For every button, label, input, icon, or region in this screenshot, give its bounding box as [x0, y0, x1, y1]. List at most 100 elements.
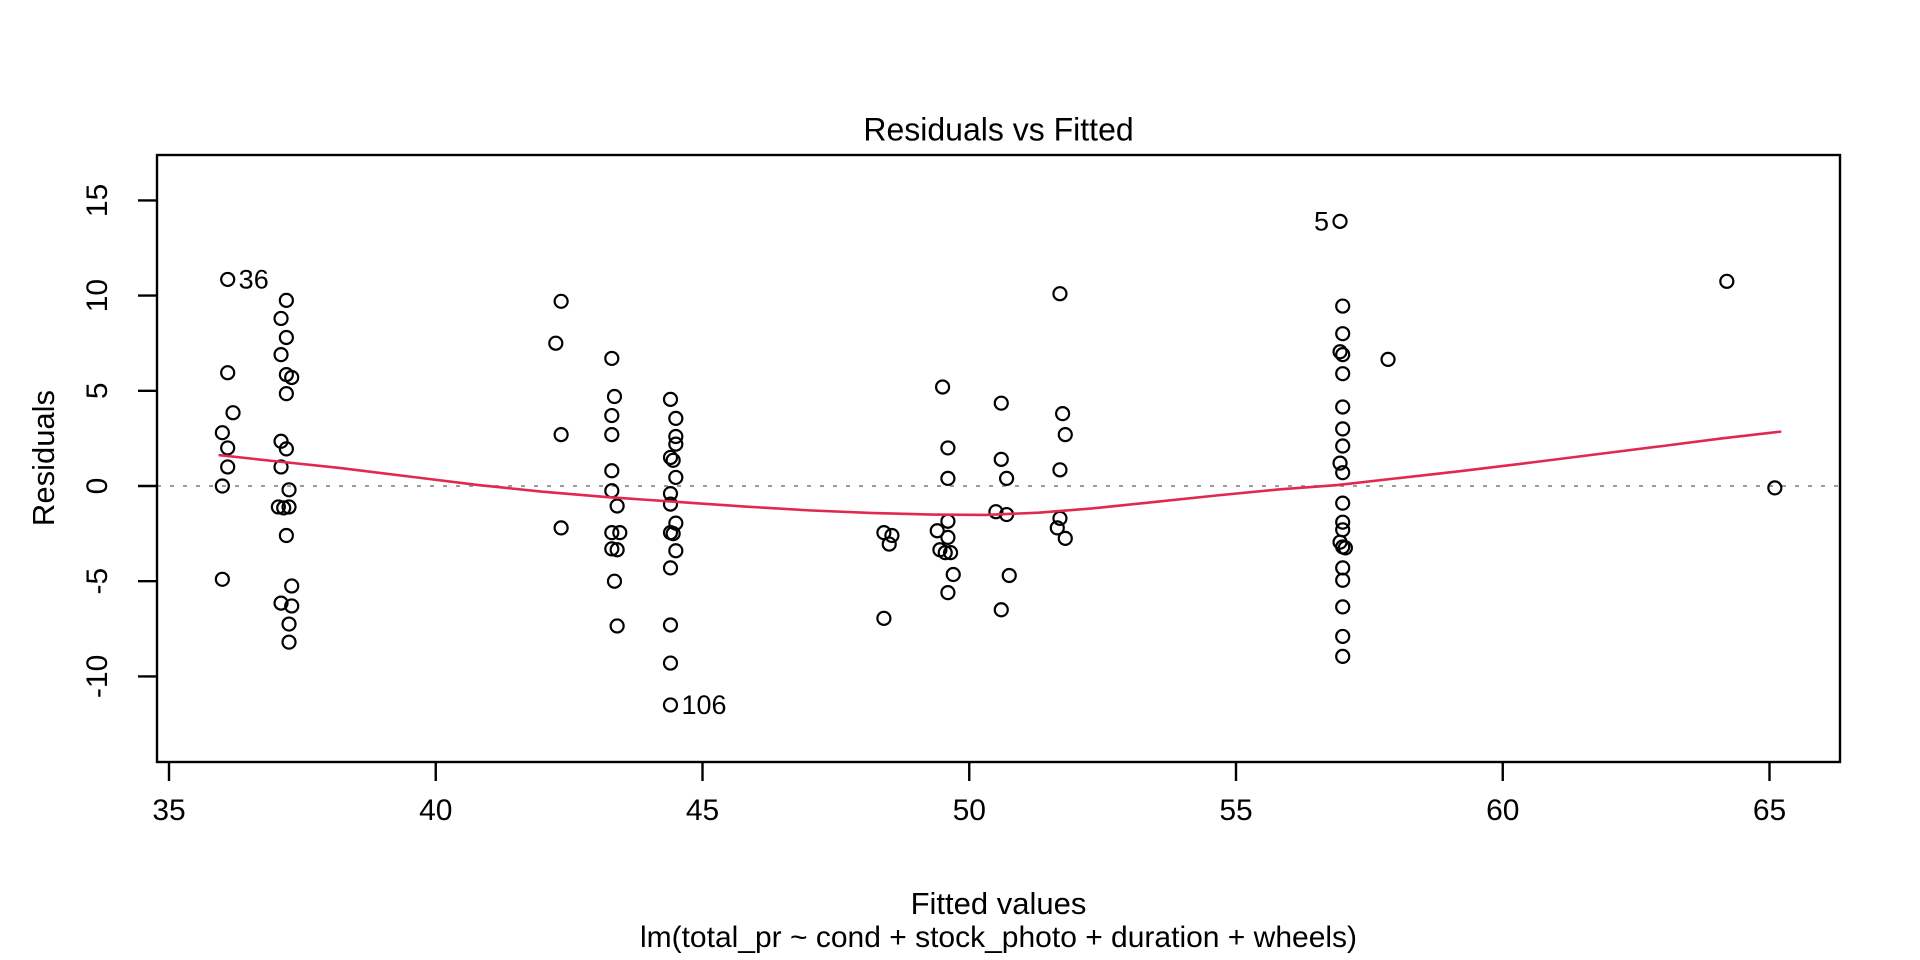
data-point	[1767, 480, 1783, 496]
data-point	[1332, 455, 1348, 471]
data-point	[668, 410, 684, 427]
data-point	[876, 610, 892, 626]
data-point	[612, 525, 628, 541]
data-point	[662, 496, 679, 512]
data-point	[553, 293, 569, 309]
data-point	[1335, 326, 1351, 342]
data-point	[1052, 286, 1068, 302]
y-axis-tick-label: 10	[81, 279, 114, 312]
data-point	[662, 617, 679, 633]
y-axis-tick-label: 15	[81, 184, 114, 217]
y-axis-tick-label: -10	[81, 655, 114, 698]
data-point	[940, 585, 956, 601]
data-point	[220, 365, 236, 381]
data-point	[281, 499, 297, 515]
data-point	[214, 571, 230, 587]
data-point	[604, 541, 620, 557]
data-point	[1335, 522, 1351, 538]
data-point	[929, 523, 945, 539]
data-point	[220, 271, 236, 288]
data-point	[1719, 273, 1735, 289]
data-point	[604, 426, 620, 443]
x-axis-tick-label: 40	[419, 794, 452, 827]
data-point	[881, 536, 897, 552]
data-point	[1335, 560, 1351, 576]
data-point	[281, 634, 297, 650]
data-point	[998, 470, 1015, 486]
data-point	[604, 350, 620, 367]
data-point	[606, 388, 623, 405]
data-point	[604, 463, 620, 479]
data-point	[606, 573, 623, 589]
data-point	[662, 697, 679, 713]
x-axis-label: Fitted values	[910, 886, 1087, 921]
data-point	[1335, 648, 1351, 665]
data-point	[1335, 599, 1351, 615]
data-point	[1049, 520, 1065, 536]
data-point	[1335, 438, 1351, 454]
data-point	[278, 329, 294, 346]
data-point	[884, 527, 900, 544]
data-point	[1335, 399, 1351, 415]
data-point	[609, 618, 625, 634]
x-axis-tick-label: 65	[1753, 794, 1786, 827]
outlier-label: 36	[239, 264, 269, 294]
data-point	[1055, 406, 1071, 422]
data-point	[281, 616, 297, 632]
data-point	[668, 469, 684, 486]
data-point	[940, 470, 956, 486]
data-point	[662, 655, 679, 671]
data-point	[937, 545, 953, 561]
data-point	[1380, 351, 1396, 367]
x-axis-tick-label: 55	[1219, 794, 1252, 827]
data-point	[548, 335, 564, 351]
data-point	[276, 500, 292, 516]
data-point	[1335, 572, 1351, 588]
data-point	[1335, 465, 1351, 481]
data-point	[278, 527, 294, 544]
outlier-label: 5	[1314, 206, 1329, 236]
data-point	[284, 369, 300, 386]
data-point	[988, 504, 1004, 520]
x-axis-tick-label: 45	[686, 794, 719, 827]
x-axis-tick-label: 35	[152, 794, 185, 827]
data-point	[662, 486, 679, 502]
data-point	[1332, 344, 1348, 360]
x-axis-tick-label: 50	[953, 794, 986, 827]
plot-title: Residuals vs Fitted	[863, 111, 1134, 148]
data-point	[270, 499, 286, 515]
data-point	[281, 482, 297, 498]
data-point	[662, 449, 679, 466]
data-point	[278, 386, 294, 402]
data-point	[1057, 530, 1073, 546]
data-point	[1337, 540, 1353, 556]
data-point	[214, 425, 230, 441]
data-point	[1057, 426, 1073, 443]
model-formula-caption: lm(total_pr ~ cond + stock_photo + durat…	[639, 921, 1358, 954]
data-point	[934, 379, 951, 395]
data-point	[940, 440, 956, 456]
data-point	[225, 405, 241, 421]
smooth-line	[218, 430, 1782, 517]
data-point	[665, 452, 681, 468]
data-point	[668, 543, 684, 559]
data-point	[604, 525, 620, 541]
data-point	[1335, 298, 1351, 314]
data-point	[665, 525, 681, 542]
data-point	[278, 292, 294, 308]
data-point	[1335, 495, 1351, 511]
data-point	[662, 560, 679, 576]
data-point	[993, 602, 1009, 618]
outlier-label: 106	[681, 690, 726, 720]
data-point	[993, 451, 1009, 467]
data-point	[945, 566, 961, 583]
data-point	[273, 595, 289, 611]
data-point	[662, 391, 679, 407]
data-point	[284, 578, 300, 594]
data-point	[940, 513, 956, 529]
data-point	[1001, 567, 1017, 584]
data-point	[604, 407, 620, 424]
data-point	[1052, 462, 1068, 478]
data-point	[553, 520, 569, 536]
